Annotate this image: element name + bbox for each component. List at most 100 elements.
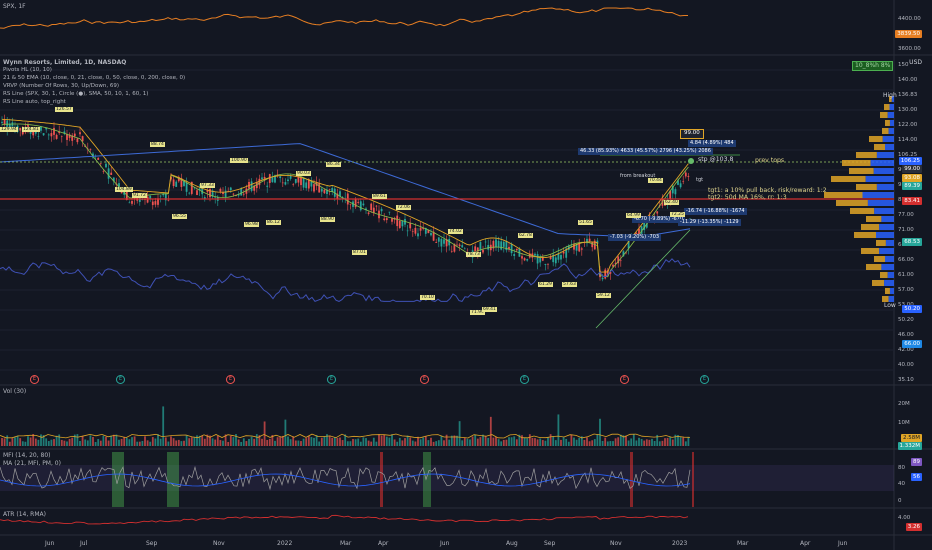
candle-body [617,256,620,264]
measure-neg1: -7.03 (-9.20%) -703 [608,234,662,241]
volume-bar [118,439,120,446]
volume-bar [284,419,287,446]
candle-body [300,176,302,186]
candle-body [388,211,391,213]
price-axis-label: 130.00 [898,107,918,113]
volume-profile-bar-down [879,248,894,254]
candle-body [526,259,529,261]
volume-bar [203,438,206,446]
mfi-pane-title[interactable]: MFI (14, 20, 80) [3,452,51,459]
price-axis-label: 61.00 [898,272,914,278]
indicator-ema[interactable]: 21 & 50 EMA (10, close, 0, 21, close, 0,… [3,75,186,81]
volume-bar [120,438,123,446]
candle-body [40,126,42,131]
currency-label: USD [909,59,922,66]
vol-axis-10m: 10M [898,420,910,426]
price-box-99[interactable]: 99.00 [680,129,704,139]
volume-bar [627,440,630,446]
volume-bar [196,435,198,446]
volume-bar [136,441,139,446]
volume-bar [331,437,334,446]
candle-body [606,270,609,276]
candle-body [268,174,271,183]
candle-body [414,227,417,234]
alert-badge[interactable]: 10_8%h 8% [852,61,894,71]
indicator-pivots[interactable]: Pivots HL (10, 10) [3,67,52,73]
earnings-marker[interactable]: E [30,375,39,384]
candle-body [224,190,227,197]
volume-profile-bar-up [874,256,885,262]
price-axis-label: 46.00 [898,332,914,338]
mfi-oversold-highlight [167,452,179,507]
candle-body [487,244,490,250]
volume-profile-bar-up [880,272,888,278]
price-tag: 68.53 [902,238,922,246]
volume-bar [450,435,453,446]
volume-bar [567,441,570,446]
pivot-label: 87.01 [352,250,367,255]
volume-bar [346,441,349,446]
indicator-vrvp[interactable]: VRVP (Number Of Rows, 30, Up/Down, 69) [3,83,120,89]
time-axis-label: Apr [378,540,389,547]
earnings-marker[interactable]: E [420,375,429,384]
atr-pane-title[interactable]: ATR (14, RMA) [3,511,46,518]
volume-profile-bar-up [831,176,866,182]
earnings-marker[interactable]: E [520,375,529,384]
volume-bar [352,438,354,446]
volume-bar [289,439,292,446]
price-tag: 50.20 [902,305,922,313]
time-axis-label: Apr [800,540,811,547]
time-axis-label: Nov [213,540,225,547]
earnings-marker[interactable]: E [620,375,629,384]
volume-profile-bar-up [874,144,885,150]
candle-body [401,221,404,227]
pivot-label: 64.99 [626,213,641,218]
pivot-label: 86.34 [326,162,341,167]
volume-bar [216,435,219,446]
earnings-marker[interactable]: E [116,375,125,384]
candle-body [638,228,640,240]
price-axis-label: 150 [898,62,909,68]
indicator-rs-line-sub[interactable]: RS Line auto, top_right [3,99,66,105]
volume-bar [279,436,282,446]
volume-bar [383,434,386,446]
volume-bar [29,437,32,446]
volume-bar [323,436,326,446]
volume-bar [1,438,3,446]
pivot-label: 100.90 [230,158,248,163]
candle-body [409,222,412,229]
earnings-marker[interactable]: E [327,375,336,384]
candle-body [185,182,188,192]
candle-body [211,190,214,197]
volume-bar [677,435,679,446]
earnings-marker[interactable]: E [226,375,235,384]
volume-profile-bar-up [849,168,874,174]
volume-profile-bar-down [887,272,894,278]
candle-body [445,239,448,247]
volume-bar [461,440,464,446]
candle-body [214,196,217,198]
indicator-rs-line[interactable]: RS Line (SPX, 30, 1, Circle (●), SMA, 50… [3,91,149,97]
volume-bar [89,435,92,446]
volume-profile-bar-down [867,200,894,206]
candle-body [313,184,315,192]
volume-bar [510,437,513,446]
candle-body [198,188,201,191]
earnings-marker[interactable]: E [700,375,709,384]
volume-bar [313,437,315,446]
vol-pane-title[interactable]: Vol (30) [3,388,27,395]
candle-body [183,180,185,187]
volume-bar [653,440,656,446]
volume-bar [661,440,664,446]
candle-body [47,134,50,136]
candle-body [671,186,674,194]
volume-bar [469,439,471,446]
volume-profile-bar-up [889,96,892,102]
candle-body [68,134,71,138]
volume-bar [107,440,110,446]
volume-profile-bar-up [880,112,888,118]
volume-bar [302,438,305,446]
candle-body [151,201,154,206]
mfi-ma-title[interactable]: MA (21, MFI, PM, 0) [3,460,61,467]
